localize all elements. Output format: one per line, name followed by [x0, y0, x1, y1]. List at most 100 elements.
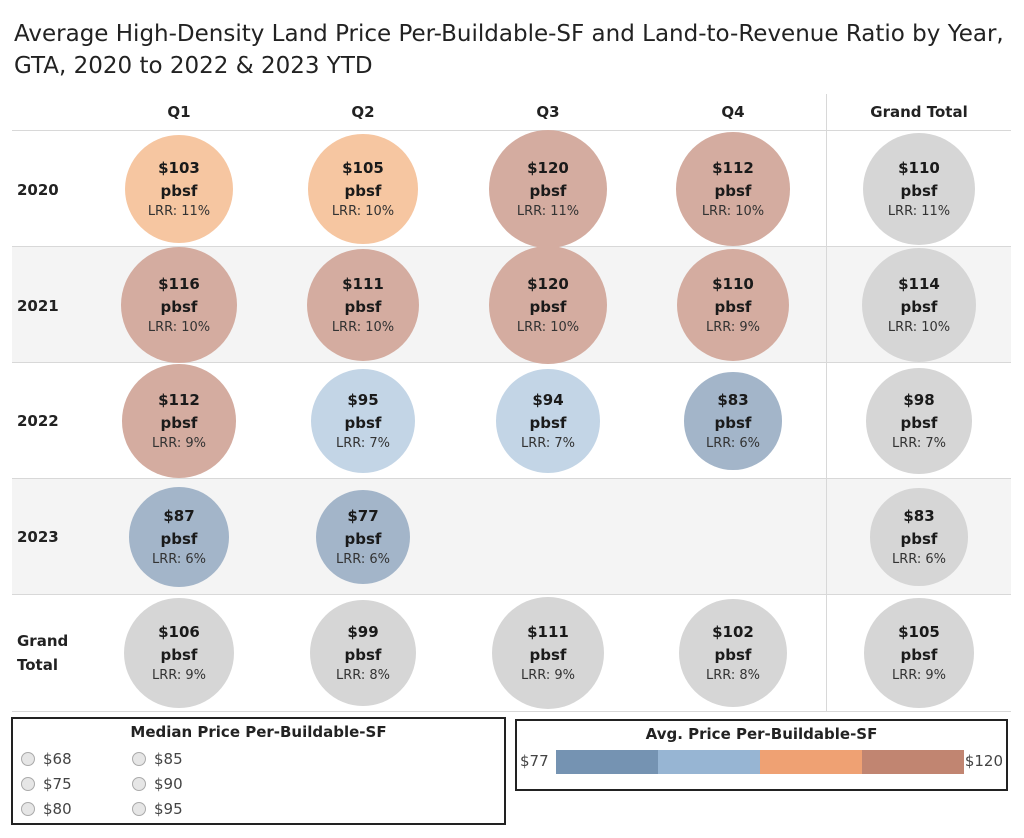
color-ramp-segment: [760, 750, 862, 774]
bubble-price: $87: [163, 506, 195, 525]
bubble-lrr: LRR: 7%: [891, 435, 946, 451]
price-bubble[interactable]: $111 pbsf LRR: 10%: [306, 248, 420, 362]
size-legend-label: $80: [43, 800, 72, 818]
color-legend: Avg. Price Per-Buildable-SF $77 $120: [515, 719, 1008, 791]
bubble-price: $103: [158, 158, 200, 177]
bubble-lrr: LRR: 11%: [887, 203, 951, 219]
bubble-price: $94: [532, 390, 564, 409]
bubble-unit: pbsf: [344, 297, 382, 316]
bubble-lrr: LRR: 9%: [520, 667, 575, 683]
bubble-unit: pbsf: [344, 181, 382, 200]
bubble-lrr: LRR: 7%: [335, 435, 390, 451]
price-bubble[interactable]: $77 pbsf LRR: 6%: [316, 490, 410, 584]
size-legend-item[interactable]: $80: [21, 800, 72, 818]
price-bubble[interactable]: $99 pbsf LRR: 8%: [309, 599, 417, 707]
bubble-unit: pbsf: [160, 645, 198, 664]
bubble-price: $120: [527, 275, 569, 293]
table-bottom-line: [12, 711, 1011, 712]
bubble-price: $102: [712, 622, 754, 641]
bubble-price: $106: [158, 622, 200, 641]
column-header-grand-total: Grand Total: [870, 103, 968, 121]
price-bubble[interactable]: $120 pbsf LRR: 10%: [489, 246, 607, 364]
price-bubble[interactable]: $106 pbsf LRR: 9%: [123, 597, 235, 709]
row-label-grand-total: Grand Total: [17, 632, 69, 674]
bubble-unit: pbsf: [344, 413, 382, 432]
radio-icon: [21, 752, 35, 766]
price-bubble[interactable]: $98 pbsf LRR: 7%: [866, 368, 972, 474]
price-bubble[interactable]: $102 pbsf LRR: 8%: [679, 599, 787, 707]
price-bubble[interactable]: $120 pbsf LRR: 11%: [489, 130, 607, 248]
column-header-q3: Q3: [536, 103, 560, 121]
price-bubble[interactable]: $103 pbsf LRR: 11%: [124, 134, 234, 244]
size-legend-item[interactable]: $95: [132, 800, 183, 818]
size-legend-title: Median Price Per-Buildable-SF: [130, 723, 387, 741]
price-bubble[interactable]: $110 pbsf LRR: 9%: [676, 248, 790, 362]
bubble-price: $116: [158, 274, 200, 293]
price-table: Q1 Q2 Q3 Q4 Grand Total 2020 2021 2022 2…: [12, 94, 1011, 712]
bubble-lrr: LRR: 10%: [701, 203, 765, 219]
grand-total-divider: [826, 94, 827, 712]
bubble-unit: pbsf: [529, 413, 567, 432]
price-bubble[interactable]: $111 pbsf LRR: 9%: [491, 596, 605, 710]
bubble-price: $77: [347, 507, 379, 525]
size-legend-item[interactable]: $85: [132, 750, 183, 768]
row-label-2021: 2021: [17, 297, 59, 315]
bubble-unit: pbsf: [714, 181, 752, 200]
bubble-lrr: LRR: 11%: [147, 203, 211, 219]
bubble-lrr: LRR: 10%: [331, 319, 395, 335]
price-bubble[interactable]: $83 pbsf LRR: 6%: [684, 372, 782, 470]
bubble-price: $105: [342, 158, 384, 177]
price-bubble[interactable]: $112 pbsf LRR: 9%: [122, 364, 236, 478]
bubble-lrr: LRR: 8%: [705, 667, 761, 683]
bubble-price: $99: [347, 622, 379, 641]
bubble-price: $83: [903, 506, 935, 525]
bubble-unit: pbsf: [900, 645, 938, 664]
bubble-price: $105: [898, 622, 940, 641]
price-bubble[interactable]: $95 pbsf LRR: 7%: [310, 368, 415, 473]
bubble-price: $98: [903, 390, 935, 409]
size-legend-label: $90: [154, 775, 183, 793]
price-bubble[interactable]: $94 pbsf LRR: 7%: [496, 369, 600, 473]
row-divider: [12, 246, 1011, 247]
bubble-lrr: LRR: 10%: [331, 203, 395, 219]
size-legend-item[interactable]: $90: [132, 775, 183, 793]
bubble-lrr: LRR: 11%: [516, 204, 580, 219]
bubble-lrr: LRR: 9%: [891, 667, 946, 683]
bubble-unit: pbsf: [344, 530, 382, 548]
bubble-unit: pbsf: [714, 645, 752, 664]
bubble-lrr: LRR: 6%: [335, 552, 391, 567]
bubble-price: $110: [712, 274, 754, 293]
price-bubble[interactable]: $112 pbsf LRR: 10%: [676, 132, 790, 246]
price-bubble[interactable]: $87 pbsf LRR: 6%: [129, 487, 229, 587]
bubble-lrr: LRR: 6%: [705, 435, 760, 451]
bubble-lrr: LRR: 9%: [705, 319, 760, 335]
row-divider: [12, 362, 1011, 363]
bubble-unit: pbsf: [160, 413, 198, 432]
column-header-q4: Q4: [721, 103, 745, 121]
bubble-unit: pbsf: [900, 297, 938, 316]
bubble-price: $114: [898, 274, 940, 293]
price-bubble[interactable]: $114 pbsf LRR: 10%: [861, 247, 977, 363]
price-bubble[interactable]: $105 pbsf LRR: 9%: [864, 598, 974, 708]
color-legend-title: Avg. Price Per-Buildable-SF: [645, 725, 878, 743]
bubble-lrr: LRR: 6%: [891, 551, 946, 567]
size-legend-item[interactable]: $75: [21, 775, 72, 793]
price-bubble[interactable]: $110 pbsf LRR: 11%: [862, 132, 976, 246]
color-ramp-segment: [862, 750, 964, 774]
bubble-unit: pbsf: [344, 645, 382, 664]
size-legend-label: $75: [43, 775, 72, 793]
price-bubble[interactable]: $116 pbsf LRR: 10%: [121, 247, 237, 363]
size-legend-item[interactable]: $68: [21, 750, 72, 768]
row-divider: [12, 594, 1011, 595]
radio-icon: [132, 777, 146, 791]
radio-icon: [21, 777, 35, 791]
bubble-unit: pbsf: [529, 298, 567, 316]
column-header-q1: Q1: [167, 103, 191, 121]
bubble-lrr: LRR: 6%: [151, 551, 207, 567]
size-legend-label: $95: [154, 800, 183, 818]
price-bubble[interactable]: $105 pbsf LRR: 10%: [308, 134, 418, 244]
color-ramp: [556, 750, 964, 774]
chart-title: Average High-Density Land Price Per-Buil…: [14, 21, 1004, 79]
bubble-price: $95: [347, 390, 379, 409]
price-bubble[interactable]: $83 pbsf LRR: 6%: [870, 488, 968, 586]
